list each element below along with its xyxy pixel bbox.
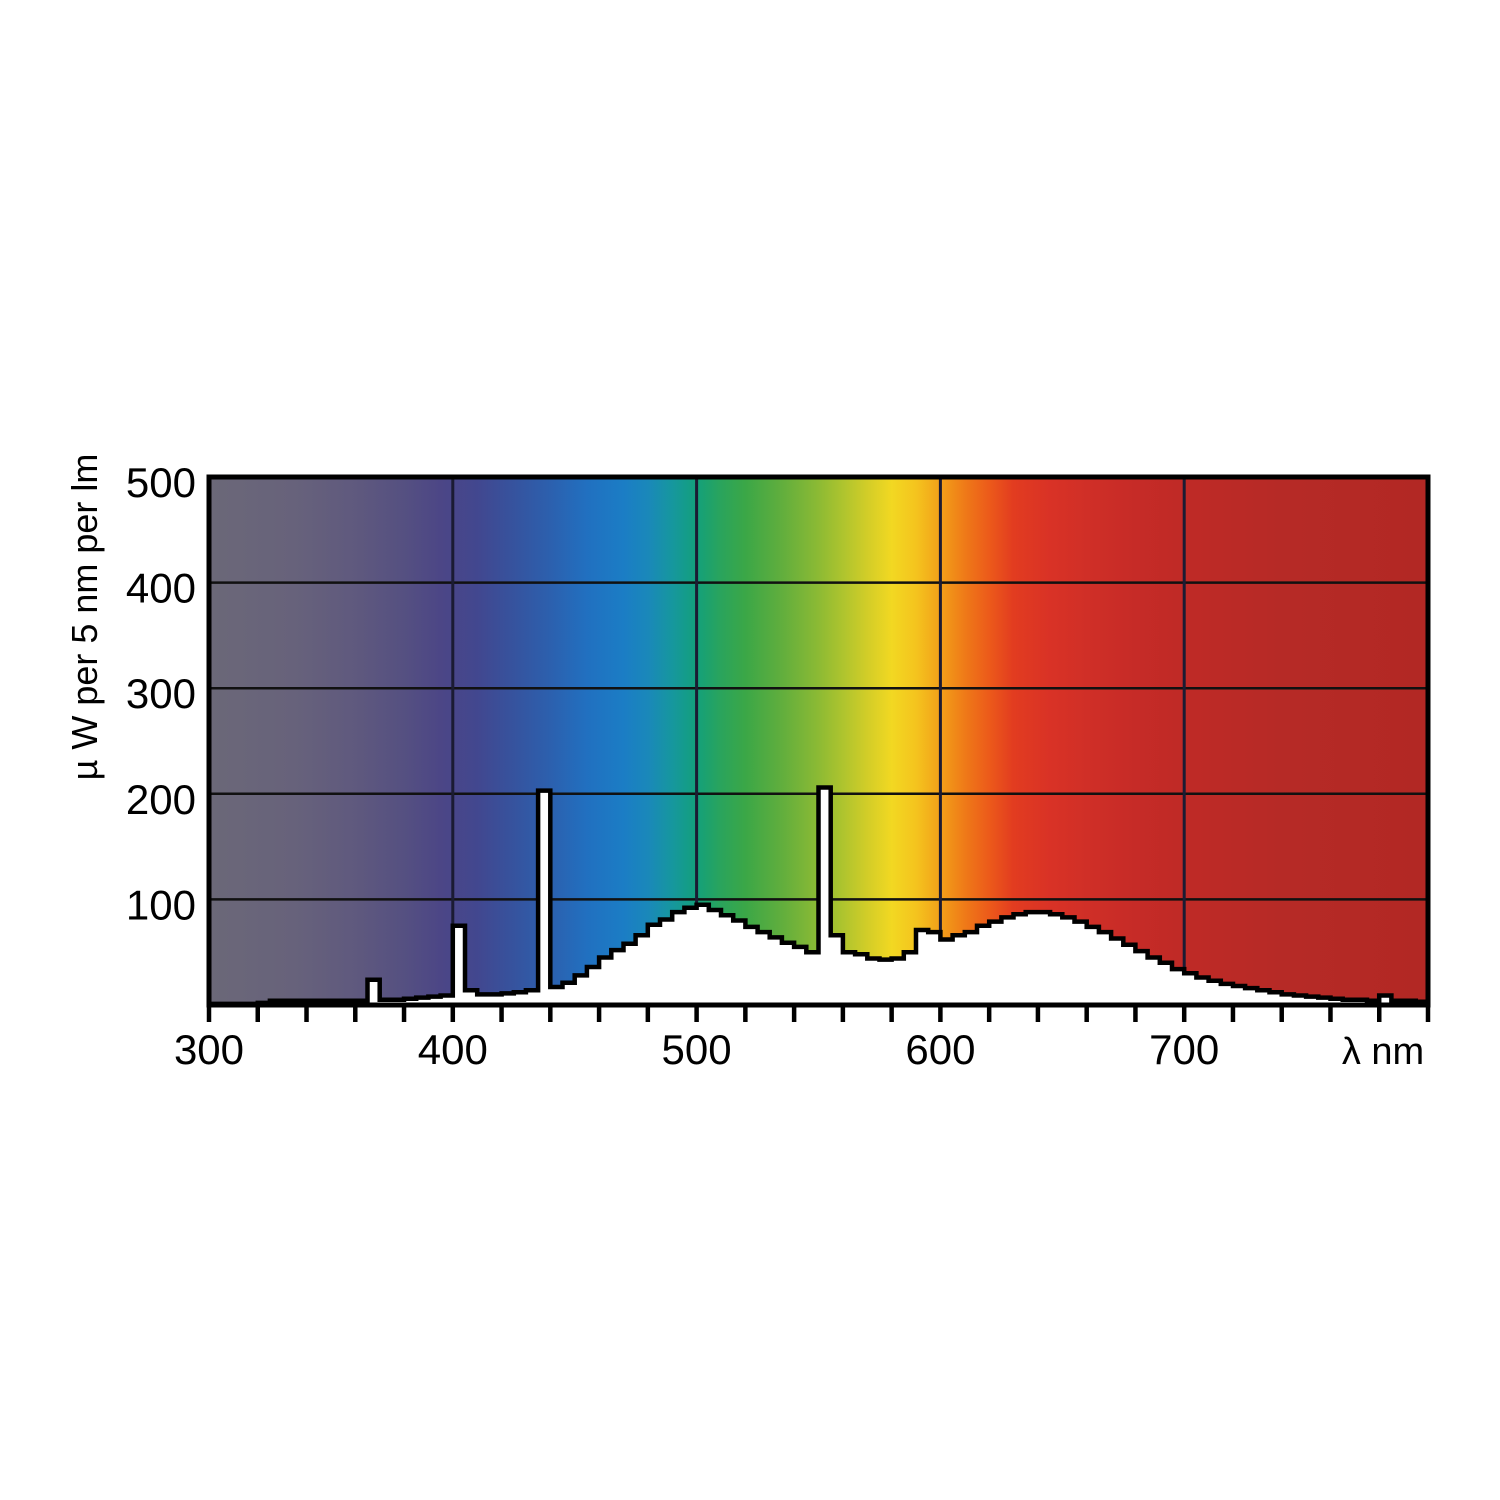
y-tick-label: 200 xyxy=(126,776,196,823)
y-axis-title: µ W per 5 nm per lm xyxy=(64,454,105,781)
plot-frame xyxy=(206,474,1431,1008)
x-axis-unit-label: λ nm xyxy=(1342,1031,1424,1073)
plot-border xyxy=(206,474,1431,1008)
x-tick-label: 700 xyxy=(1149,1026,1219,1073)
y-tick-label: 300 xyxy=(126,670,196,717)
y-tick-label: 100 xyxy=(126,881,196,928)
axis-tick-labels: 300 400 500 600 700 100 200 300 400 500 xyxy=(126,459,1219,1073)
y-tick-label: 400 xyxy=(126,565,196,612)
spectral-curve-area xyxy=(206,785,1431,1008)
x-tick-label: 600 xyxy=(905,1026,975,1073)
x-tick-label: 400 xyxy=(418,1026,488,1073)
x-tick-label: 500 xyxy=(662,1026,732,1073)
spectral-power-curve xyxy=(206,785,1431,1008)
y-tick-label: 500 xyxy=(126,459,196,506)
axis-ticks xyxy=(206,1007,1431,1022)
x-tick-label: 300 xyxy=(174,1026,244,1073)
